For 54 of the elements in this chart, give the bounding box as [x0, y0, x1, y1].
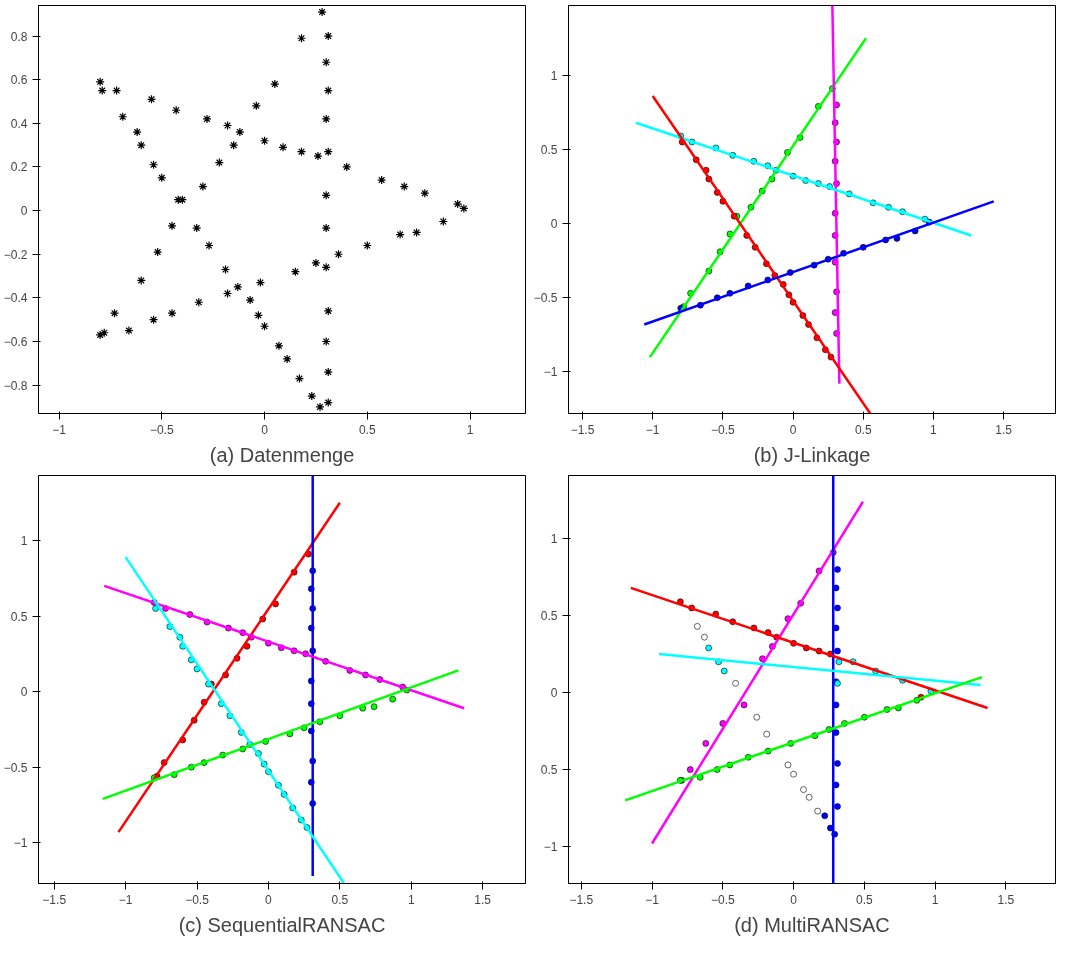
x-tick-label: 1: [931, 892, 939, 907]
y-tick-label: 0.8: [10, 29, 28, 44]
x-tick-label: 1.5: [995, 422, 1013, 437]
x-tick-label: 0.5: [331, 892, 349, 907]
y-tick-label: 0.2: [10, 160, 28, 175]
x-tick-label: 0.5: [854, 422, 872, 437]
y-tick-label: −1: [543, 840, 558, 855]
y-tick-label: −0.6: [3, 335, 28, 349]
x-tick-label: 1.5: [474, 892, 492, 907]
y-tick-label: 0.5: [540, 763, 558, 778]
y-tick-label: 0.5: [540, 609, 558, 624]
x-tick-label: 1: [930, 422, 938, 437]
y-tick-label: 1: [550, 68, 558, 83]
y-tick-label: 0.5: [10, 609, 28, 624]
x-tick-label: 1.5: [997, 892, 1015, 907]
y-tick-label: 0.6: [10, 73, 28, 88]
x-tick-label: −1: [52, 422, 67, 437]
y-tick-label: −0.2: [3, 247, 28, 262]
y-tick-label: 1: [20, 533, 28, 548]
x-tick-label: 0: [790, 892, 798, 907]
y-tick-label: −1: [13, 836, 28, 851]
y-tick-label: −1: [543, 365, 558, 380]
y-tick-label: 0: [550, 686, 558, 701]
x-tick-label: −0.5: [710, 892, 735, 907]
x-tick-label: 1: [407, 892, 415, 907]
y-tick-label: −0.5: [3, 760, 28, 775]
y-tick-label: −0.5: [533, 291, 558, 306]
x-tick-label: 1: [466, 422, 474, 437]
text: (b) J-Linkage: [753, 443, 871, 466]
y-tick-label: 1: [550, 532, 558, 547]
y-tick-label: −0.4: [3, 291, 28, 306]
y-tick-label: −0.8: [3, 378, 28, 393]
x-tick-label: 0.5: [856, 892, 874, 907]
x-tick-label: −1.5: [42, 892, 67, 907]
text: (a) Datenmenge: [209, 443, 355, 466]
x-tick-label: 0: [789, 422, 797, 437]
x-tick-label: 0: [261, 422, 269, 437]
x-tick-label: −1.5: [569, 892, 594, 907]
x-tick-label: 0.5: [358, 422, 376, 437]
x-tick-label: 0: [265, 892, 273, 907]
text: (d) MultiRANSAC: [734, 913, 890, 936]
y-tick-label: 0: [20, 685, 28, 700]
x-tick-label: −0.5: [149, 422, 174, 437]
x-tick-label: −0.5: [711, 422, 736, 437]
x-tick-label: −0.5: [185, 892, 210, 907]
y-tick-label: 0.4: [10, 116, 28, 131]
text: (c) SequentialRANSAC: [178, 913, 386, 936]
x-tick-label: −1: [645, 892, 660, 907]
y-tick-label: 0: [20, 204, 28, 219]
x-tick-label: −1: [645, 422, 660, 437]
x-tick-label: −1.5: [570, 422, 595, 437]
x-tick-label: −1: [118, 892, 133, 907]
y-tick-label: 0.5: [540, 142, 558, 157]
y-tick-label: 0: [550, 217, 558, 232]
